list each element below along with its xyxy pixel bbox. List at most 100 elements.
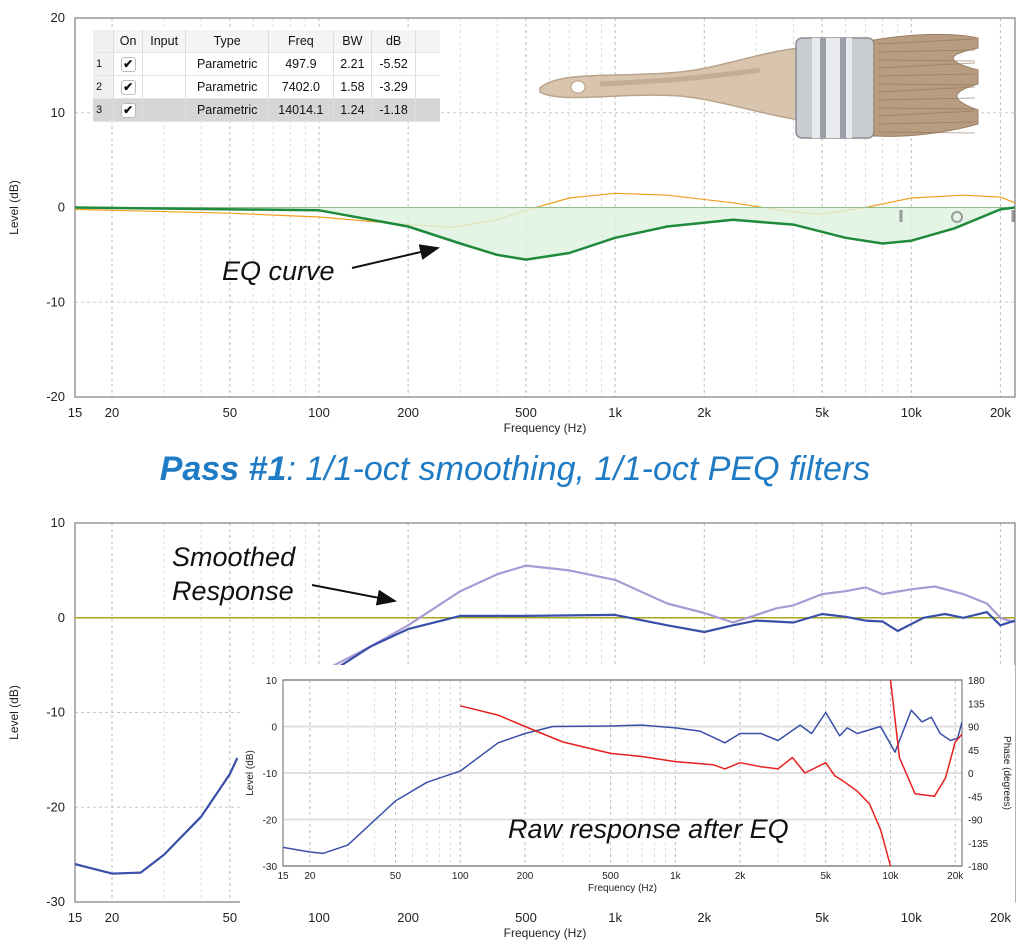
col-index xyxy=(93,30,114,53)
arrow-icon xyxy=(311,584,397,606)
y-axis-label: Level (dB) xyxy=(7,685,21,740)
db-cell[interactable]: -1.18 xyxy=(371,98,416,122)
pass-title-bold: Pass #1 xyxy=(159,450,287,488)
x-tick-label: 2k xyxy=(697,405,711,420)
on-checkbox[interactable]: ✔ xyxy=(120,56,136,72)
x-tick-label: 10k xyxy=(901,405,922,420)
x-tick-label: 1k xyxy=(608,910,622,925)
type-cell[interactable]: Parametric xyxy=(185,52,270,76)
y2-tick-label: 45 xyxy=(968,746,980,757)
x-axis-label: Frequency (Hz) xyxy=(504,421,587,435)
y-tick-label: -30 xyxy=(263,862,278,873)
series-group xyxy=(75,564,1015,875)
input-cell[interactable] xyxy=(142,98,187,122)
on-checkbox[interactable]: ✔ xyxy=(120,102,136,118)
x-tick-label: 2k xyxy=(697,910,711,925)
on-checkbox[interactable]: ✔ xyxy=(120,79,136,95)
y2-tick-label: 135 xyxy=(968,699,985,710)
row-index: 1 xyxy=(93,52,114,76)
y-tick-label: 10 xyxy=(51,515,65,530)
y2-tick-label: 90 xyxy=(968,723,980,734)
y-tick-label: 10 xyxy=(266,676,278,687)
col-freq[interactable]: Freq xyxy=(268,30,334,53)
spacer-cell xyxy=(415,98,440,122)
x-tick-label: 1k xyxy=(670,871,682,882)
bw-cell[interactable]: 1.24 xyxy=(333,98,373,122)
x-tick-label: 50 xyxy=(223,910,237,925)
type-cell[interactable]: Parametric xyxy=(185,98,270,122)
series-line-0 xyxy=(283,709,962,855)
x-axis-label: Frequency (Hz) xyxy=(504,926,587,940)
series-line-1 xyxy=(460,705,892,867)
bw-cell[interactable]: 1.58 xyxy=(333,75,373,99)
input-cell[interactable] xyxy=(142,52,187,76)
spacer-cell xyxy=(415,75,440,99)
paintbrush-icon xyxy=(539,33,979,139)
y-tick-label: -10 xyxy=(263,769,278,780)
freq-cell[interactable]: 14014.1 xyxy=(268,98,334,122)
spacer-cell xyxy=(415,52,440,76)
eq-filter-table: On Input Type Freq BW dB 1 ✔ Parametric … xyxy=(93,30,440,122)
x-tick-label: 200 xyxy=(517,871,534,882)
y-tick-label: -10 xyxy=(46,294,65,309)
table-header-row: On Input Type Freq BW dB xyxy=(93,30,440,53)
freq-cell[interactable]: 497.9 xyxy=(268,52,334,76)
y-tick-label: -20 xyxy=(46,799,65,814)
table-row[interactable]: 2 ✔ Parametric 7402.0 1.58 -3.29 xyxy=(93,75,440,99)
annotation-response: Response xyxy=(172,576,294,606)
x-tick-label: 1k xyxy=(608,405,622,420)
series-line-0 xyxy=(324,564,1015,671)
x-tick-label: 20 xyxy=(105,910,119,925)
annotation-smoothed: Smoothed xyxy=(172,542,296,572)
x-tick-label: 20 xyxy=(304,871,316,882)
pass-title: Pass #1: 1/1-oct smoothing, 1/1-oct PEQ … xyxy=(0,450,1030,489)
series-group xyxy=(283,679,962,867)
bw-cell[interactable]: 2.21 xyxy=(333,52,373,76)
x-tick-label: 50 xyxy=(223,405,237,420)
db-cell[interactable]: -5.52 xyxy=(371,52,416,76)
y-axis-label: Level (dB) xyxy=(7,180,21,235)
col-input[interactable]: Input xyxy=(142,30,187,53)
series-group xyxy=(75,192,1015,261)
db-cell[interactable]: -3.29 xyxy=(371,75,416,99)
x-tick-label: 100 xyxy=(452,871,469,882)
y-tick-label: -20 xyxy=(263,816,278,827)
x-tick-label: 100 xyxy=(308,405,330,420)
x-tick-label: 20k xyxy=(947,871,964,882)
table-row[interactable]: 1 ✔ Parametric 497.9 2.21 -5.52 xyxy=(93,52,440,76)
y-tick-label: 0 xyxy=(58,200,65,215)
y-tick-label: -10 xyxy=(46,705,65,720)
x-tick-label: 50 xyxy=(390,871,402,882)
y2-axis-label: Phase (degrees) xyxy=(1001,736,1012,810)
y2-tick-label: -135 xyxy=(968,839,988,850)
col-bw[interactable]: BW xyxy=(333,30,373,53)
row-index: 3 xyxy=(93,98,114,122)
table-row-selected[interactable]: 3 ✔ Parametric 14014.1 1.24 -1.18 xyxy=(93,98,440,122)
col-type[interactable]: Type xyxy=(185,30,270,53)
x-tick-label: 5k xyxy=(820,871,832,882)
on-cell: ✔ xyxy=(113,52,144,76)
y2-tick-label: 180 xyxy=(968,676,985,687)
type-cell[interactable]: Parametric xyxy=(185,75,270,99)
input-cell[interactable] xyxy=(142,75,187,99)
y-axis-label: Level (dB) xyxy=(245,750,256,796)
x-axis-label: Frequency (Hz) xyxy=(588,883,657,894)
pass-title-rest: : 1/1-oct smoothing, 1/1-oct PEQ filters xyxy=(286,450,871,488)
x-tick-label: 20 xyxy=(105,405,119,420)
inset-title: Raw response after EQ xyxy=(508,814,789,844)
freq-cell[interactable]: 7402.0 xyxy=(268,75,334,99)
y2-tick-label: -45 xyxy=(968,792,983,803)
row-index: 2 xyxy=(93,75,114,99)
filter-handle-3[interactable] xyxy=(951,211,963,223)
col-on[interactable]: On xyxy=(113,30,144,53)
y-tick-label: 20 xyxy=(51,10,65,25)
x-tick-label: 100 xyxy=(308,910,330,925)
x-tick-label: 500 xyxy=(515,910,537,925)
y2-tick-label: 0 xyxy=(968,769,974,780)
col-db[interactable]: dB xyxy=(371,30,416,53)
y-tick-label: -30 xyxy=(46,894,65,909)
x-tick-label: 10k xyxy=(882,871,899,882)
y-tick-label: 10 xyxy=(51,105,65,120)
